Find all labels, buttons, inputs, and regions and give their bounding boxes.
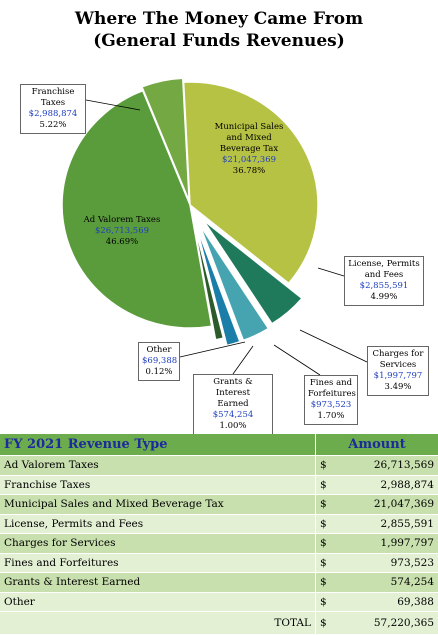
row-amount: 2,988,874 (340, 475, 438, 495)
callout-fines-amount: $973,523 (308, 400, 354, 411)
row-dollar-sign: $ (316, 475, 341, 495)
table-header-row: FY 2021 Revenue Type Amount (0, 434, 438, 456)
callout-fines-forfeitures: Fines and Forfeitures $973,523 1.70% (304, 375, 358, 425)
row-revenue-type: Franchise Taxes (0, 475, 316, 495)
callout-license-name-2: and Fees (348, 270, 420, 281)
row-revenue-type: Fines and Forfeitures (0, 553, 316, 573)
row-revenue-type: Other (0, 592, 316, 612)
callout-franchise-percent: 5.22% (24, 120, 82, 131)
row-dollar-sign: $ (316, 553, 341, 573)
callout-other: Other $69,388 0.12% (138, 342, 180, 381)
table-row: Franchise Taxes$2,988,874 (0, 475, 438, 495)
label-municipal-sales: Municipal Sales and Mixed Beverage Tax $… (206, 122, 292, 177)
callout-franchise-taxes: Franchise Taxes $2,988,874 5.22% (20, 84, 86, 134)
callout-charges-services: Charges for Services $1,997,797 3.49% (367, 346, 429, 396)
row-dollar-sign: $ (316, 534, 341, 554)
table-total-row: TOTAL$57,220,365 (0, 612, 438, 635)
leader-charges (300, 330, 367, 362)
row-revenue-type: License, Permits and Fees (0, 514, 316, 534)
label-municipal-amount: $21,047,369 (206, 155, 292, 166)
label-advalorem-percent: 46.69% (72, 237, 172, 248)
callout-fines-name-2: Forfeitures (308, 389, 354, 400)
leader-fines (274, 345, 320, 375)
callout-grants-interest: Grants & Interest Earned $574,254 1.00% (193, 374, 273, 435)
row-amount: 69,388 (340, 592, 438, 612)
row-revenue-type: Municipal Sales and Mixed Beverage Tax (0, 495, 316, 515)
total-label: TOTAL (0, 612, 316, 635)
row-amount: 1,997,797 (340, 534, 438, 554)
callout-other-amount: $69,388 (142, 356, 176, 367)
leader-grants (233, 346, 253, 374)
table-row: License, Permits and Fees$2,855,591 (0, 514, 438, 534)
row-amount: 2,855,591 (340, 514, 438, 534)
callout-charges-percent: 3.49% (371, 382, 425, 393)
row-revenue-type: Charges for Services (0, 534, 316, 554)
label-ad-valorem: Ad Valorem Taxes $26,713,569 46.69% (72, 215, 172, 248)
table-row: Fines and Forfeitures$973,523 (0, 553, 438, 573)
row-dollar-sign: $ (316, 592, 341, 612)
callout-grants-amount: $574,254 (197, 410, 269, 421)
label-municipal-name-1: Municipal Sales (206, 122, 292, 133)
row-amount: 26,713,569 (340, 456, 438, 476)
row-amount: 21,047,369 (340, 495, 438, 515)
row-amount: 973,523 (340, 553, 438, 573)
row-dollar-sign: $ (316, 573, 341, 593)
callout-license-amount: $2,855,591 (348, 281, 420, 292)
row-dollar-sign: $ (316, 514, 341, 534)
total-dollar-sign: $ (316, 612, 341, 635)
label-municipal-name-3: Beverage Tax (206, 144, 292, 155)
callout-charges-name-2: Services (371, 360, 425, 371)
leader-other (180, 342, 245, 357)
table-row: Ad Valorem Taxes$26,713,569 (0, 456, 438, 476)
table-row: Charges for Services$1,997,797 (0, 534, 438, 554)
table-row: Municipal Sales and Mixed Beverage Tax$2… (0, 495, 438, 515)
label-municipal-name-2: and Mixed (206, 133, 292, 144)
revenue-table: FY 2021 Revenue Type Amount Ad Valorem T… (0, 434, 438, 635)
callout-grants-name-2: Earned (197, 399, 269, 410)
callout-grants-name-1: Grants & Interest (197, 377, 269, 399)
callout-other-name: Other (142, 345, 176, 356)
callout-charges-amount: $1,997,797 (371, 371, 425, 382)
callout-license-percent: 4.99% (348, 292, 420, 303)
label-municipal-percent: 36.78% (206, 166, 292, 177)
label-advalorem-amount: $26,713,569 (72, 226, 172, 237)
callout-license-permits: License, Permits and Fees $2,855,591 4.9… (344, 256, 424, 306)
callout-other-percent: 0.12% (142, 367, 176, 378)
row-amount: 574,254 (340, 573, 438, 593)
callout-fines-percent: 1.70% (308, 411, 354, 422)
row-revenue-type: Ad Valorem Taxes (0, 456, 316, 476)
callout-franchise-amount: $2,988,874 (24, 109, 82, 120)
header-amount: Amount (316, 434, 438, 456)
leader-license (318, 268, 344, 276)
row-dollar-sign: $ (316, 456, 341, 476)
callout-grants-percent: 1.00% (197, 421, 269, 432)
total-amount: 57,220,365 (340, 612, 438, 635)
row-revenue-type: Grants & Interest Earned (0, 573, 316, 593)
callout-license-name-1: License, Permits (348, 259, 420, 270)
table-row: Grants & Interest Earned$574,254 (0, 573, 438, 593)
header-revenue-type: FY 2021 Revenue Type (0, 434, 316, 456)
callout-charges-name-1: Charges for (371, 349, 425, 360)
row-dollar-sign: $ (316, 495, 341, 515)
label-advalorem-name: Ad Valorem Taxes (72, 215, 172, 226)
table-row: Other$69,388 (0, 592, 438, 612)
callout-fines-name-1: Fines and (308, 378, 354, 389)
callout-franchise-name: Franchise Taxes (24, 87, 82, 109)
